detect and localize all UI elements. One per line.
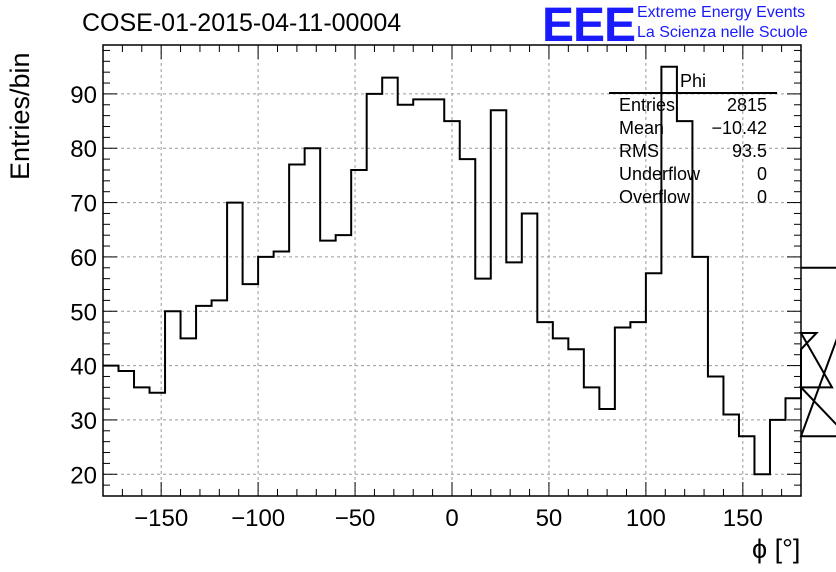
histogram-bin (537, 322, 553, 496)
histogram-bin (506, 262, 522, 496)
histogram-bin (150, 393, 166, 496)
histogram-bin (212, 300, 228, 496)
stats-value: 2815 (726, 95, 767, 115)
histogram-bin (444, 121, 460, 496)
histogram-bin (398, 105, 414, 496)
histogram-bin (367, 94, 383, 496)
histogram-bin (754, 474, 770, 496)
y-tick-label: 40 (70, 354, 97, 381)
histogram-bin (568, 349, 584, 496)
histogram-bin (351, 170, 367, 496)
x-tick-label: 100 (626, 505, 666, 532)
histogram-bin (227, 203, 243, 496)
stats-row-rms: RMS 93.5 (609, 140, 777, 163)
stats-name: Phi (609, 70, 777, 94)
run-title: COSE-01-2015-04-11-00004 (82, 9, 402, 37)
x-tick-label: −100 (231, 505, 285, 532)
histogram-bin (382, 78, 398, 496)
histogram-bin (258, 257, 274, 496)
stats-box: Phi Entries 2815 Mean −10.42 RMS 93.5 Un… (609, 70, 777, 209)
histogram-bin (646, 273, 662, 496)
x-tick-label: 150 (723, 505, 763, 532)
histogram-bin (165, 311, 181, 496)
histogram-bin (708, 376, 724, 496)
histogram-bin (181, 338, 197, 496)
stats-value: −10.42 (711, 118, 767, 138)
histogram-bin (739, 436, 755, 496)
histogram-bin (599, 409, 615, 496)
histogram-bin (320, 241, 336, 496)
stats-value: 0 (756, 164, 767, 184)
stats-row-overflow: Overflow 0 (609, 186, 777, 209)
stats-label: Mean (619, 118, 665, 138)
logo-caption-line1: Extreme Energy Events (637, 4, 806, 21)
stats-value: 93.5 (731, 141, 767, 161)
histogram-bin (475, 279, 491, 496)
histogram-bin (289, 165, 305, 496)
eee-logo: EEE (542, 0, 636, 52)
y-tick-label: 20 (70, 462, 97, 489)
histogram-bin (429, 99, 445, 496)
y-tick-label: 80 (70, 136, 97, 163)
x-axis-label: ϕ [°] (752, 534, 801, 564)
y-tick-label: 90 (70, 82, 97, 109)
stats-label: RMS (619, 141, 659, 161)
y-tick-label: 60 (70, 245, 97, 272)
y-tick-label: 30 (70, 408, 97, 435)
logo-caption: Extreme Energy Events La Scienza nelle S… (637, 3, 808, 43)
histogram-bin (336, 235, 352, 496)
logo-caption-line2: La Scienza nelle Scuole (637, 24, 808, 41)
x-tick-label: 0 (445, 505, 458, 532)
histogram-bin (584, 387, 600, 496)
plot-frame (102, 44, 802, 497)
histogram-bin (692, 257, 708, 496)
y-tick-label: 50 (70, 299, 97, 326)
histogram-bin (460, 159, 476, 496)
histogram-bin (196, 306, 212, 496)
histogram-bin (119, 371, 135, 496)
x-tick-label: −150 (134, 505, 188, 532)
histogram-series-phi (103, 65, 836, 476)
histogram-bin (785, 398, 801, 496)
y-axis-label: Entries/bin (5, 52, 35, 180)
stats-row-mean: Mean −10.42 (609, 117, 777, 140)
histogram-bin (723, 414, 739, 496)
x-tick-label: 50 (536, 505, 563, 532)
stats-label: Underflow (619, 164, 701, 184)
histogram-bin (615, 328, 631, 496)
histogram-bin (630, 322, 646, 496)
histogram-bin (134, 387, 150, 496)
histogram-bin (103, 366, 119, 496)
histogram-bin (305, 148, 321, 496)
x-tick-label: −50 (335, 505, 376, 532)
histogram-bin (770, 420, 786, 496)
histogram-bin (413, 99, 429, 496)
histogram-bin (553, 338, 569, 496)
histogram-bin (274, 251, 290, 496)
y-tick-label: 70 (70, 191, 97, 218)
stats-label: Entries (619, 95, 676, 115)
histogram-bin (522, 213, 538, 496)
histogram-bin (243, 284, 259, 496)
stats-row-underflow: Underflow 0 (609, 163, 777, 186)
stats-row-entries: Entries 2815 (609, 94, 777, 117)
stats-label: Overflow (619, 187, 691, 207)
histogram-bin (491, 110, 507, 496)
stats-value: 0 (756, 187, 767, 207)
